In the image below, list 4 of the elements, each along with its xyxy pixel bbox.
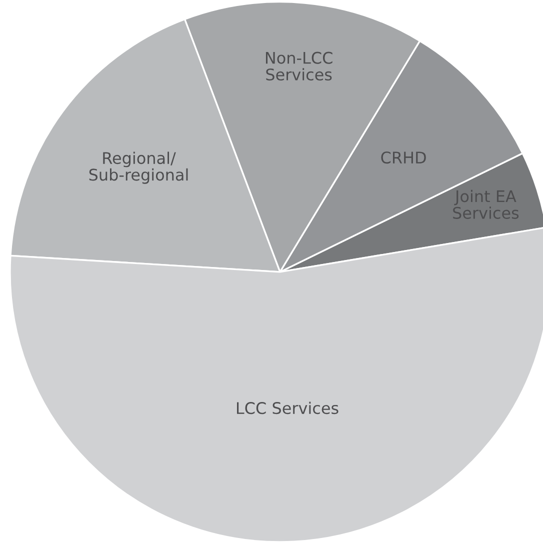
slice-label: CRHD — [381, 152, 426, 164]
slice-label: Regional/ Sub-regional — [89, 152, 188, 184]
slice-label: Non-LCC Services — [266, 52, 332, 81]
slice-label: LCC Services — [237, 402, 338, 414]
